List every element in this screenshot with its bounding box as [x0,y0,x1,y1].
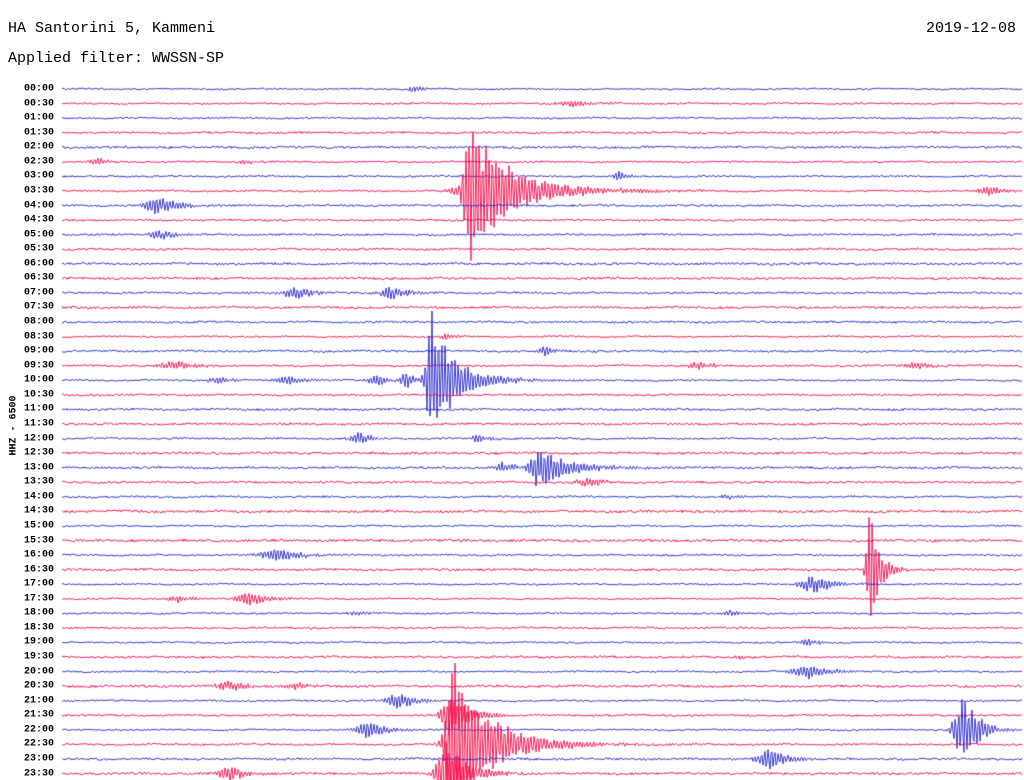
time-label: 15:30 [23,535,54,546]
time-label: 07:30 [23,301,54,313]
time-label: 21:00 [23,695,54,707]
time-label: 16:30 [23,564,54,576]
time-label: 17:00 [23,578,54,590]
time-label: 06:30 [23,272,54,284]
time-label: 11:30 [23,418,54,430]
time-label: 02:30 [23,156,54,168]
time-label: 14:00 [23,491,54,503]
time-label: 20:00 [23,666,54,678]
time-label: 01:00 [23,112,54,124]
time-label: 11:00 [23,403,54,415]
time-label: 03:30 [23,185,54,197]
time-label: 16:00 [23,549,54,561]
time-label: 13:00 [23,462,54,474]
time-label: 12:30 [23,447,54,459]
time-label: 05:30 [23,243,54,255]
time-label: 10:00 [23,374,54,386]
time-label: 03:00 [23,170,54,182]
time-label: 13:30 [23,476,54,488]
time-label: 09:30 [23,360,54,372]
time-label: 00:00 [23,83,54,95]
time-label: 05:00 [23,229,54,241]
time-label: 09:00 [23,345,54,357]
time-label: 02:00 [23,141,54,153]
time-label: 08:30 [23,331,54,343]
date-label: 2019-12-08 [925,20,1016,37]
time-label: 18:30 [23,622,54,634]
time-label: 06:00 [23,258,54,270]
time-label: 22:30 [23,738,54,750]
time-label: 04:00 [23,200,54,212]
time-label: 15:00 [23,520,54,532]
time-label: 21:30 [23,709,54,721]
time-label: 20:30 [23,680,54,692]
filter-label: Applied filter: WWSSN-SP [8,50,225,67]
time-label: 23:30 [23,768,54,780]
time-label: 22:00 [23,724,54,736]
time-labels-column: 00:00 00:30 01:00 01:30 02:00 02:30 03:00 03:30… [0,0,58,780]
time-label: 04:30 [23,214,54,226]
time-label: 14:30 [23,505,54,517]
time-label: 01:30 [23,127,54,139]
time-label: 18:00 [23,607,54,619]
time-label: 10:30 [23,389,54,401]
time-label: 17:30 [23,593,54,605]
time-label: 12:00 [23,433,54,445]
time-label: 23:00 [23,753,54,765]
station-title: HA Santorini 5, Kammeni [8,20,216,37]
time-label: 00:30 [23,98,54,110]
time-label: 19:30 [23,651,54,663]
time-label: 08:00 [23,316,54,328]
time-label: 19:00 [23,636,54,648]
time-label: 07:00 [23,287,54,299]
